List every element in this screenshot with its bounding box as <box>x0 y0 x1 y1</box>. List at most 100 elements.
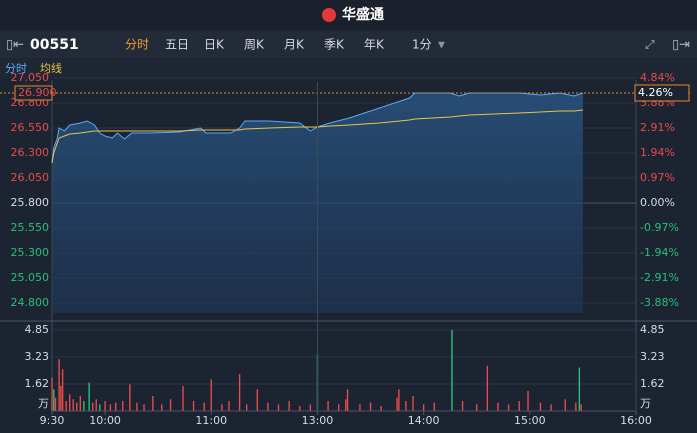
volume-bar <box>497 402 499 411</box>
volume-bar <box>109 404 112 411</box>
y2-tick-label: 1.94% <box>640 146 675 159</box>
volume-bar <box>161 404 163 411</box>
volume-bar <box>405 400 407 411</box>
volume-bar <box>256 389 258 411</box>
symbol: 00551 <box>30 37 79 53</box>
expand-icon[interactable]: ⤢ <box>644 38 655 52</box>
volume-bar <box>564 399 566 411</box>
y-tick-label: 26.050 <box>11 171 50 184</box>
volume-bar <box>369 402 372 411</box>
volume-bar <box>115 402 117 411</box>
y-tick-label: 26.300 <box>11 146 50 159</box>
x-tick-label: 9:30 <box>40 414 65 427</box>
tab[interactable]: 1分 <box>412 38 432 52</box>
volume-bar <box>309 404 312 411</box>
volume-bar <box>578 367 581 411</box>
legend-bar <box>0 59 697 79</box>
volume-bar <box>267 402 269 411</box>
tab[interactable]: 年K <box>364 38 385 52</box>
toolbar <box>0 31 697 58</box>
volume-bar <box>51 377 53 411</box>
volume-bar <box>580 404 582 411</box>
y2-tick-label: 4.84% <box>640 71 675 84</box>
x-tick-label: 14:00 <box>408 414 440 427</box>
volume-bar <box>61 369 64 411</box>
collapse-icon[interactable]: ▯⇤ <box>6 38 24 53</box>
volume-bar <box>461 400 464 411</box>
legend-entry: 均线 <box>40 61 62 75</box>
volume-bar <box>192 400 195 411</box>
volume-bar <box>122 400 124 411</box>
last-change-label: 4.26% <box>638 86 673 99</box>
last-price-label: 26.900 <box>18 86 57 99</box>
y-tick-label-right: 4.85 <box>640 323 665 336</box>
volume-bar <box>68 394 71 411</box>
tab[interactable]: 日K <box>204 38 225 52</box>
volume-bar <box>72 399 74 411</box>
volume-bar <box>527 390 529 411</box>
y2-tick-label: -3.88% <box>640 296 679 309</box>
y-tick-label: 26.550 <box>11 121 50 134</box>
volume-bar <box>65 400 67 411</box>
y-tick-label: 4.85 <box>25 323 50 336</box>
volume-bar <box>550 404 552 411</box>
title-bar <box>0 0 697 30</box>
volume-bar <box>58 359 60 411</box>
unit-label: 万 <box>38 397 49 410</box>
y2-tick-label: 2.91% <box>640 121 675 134</box>
volume-bar <box>412 395 414 411</box>
volume-bar <box>327 400 329 411</box>
volume-bar <box>518 400 520 411</box>
y2-tick-label: -1.94% <box>640 246 679 259</box>
volume-bar <box>433 402 435 411</box>
y-tick-label-right: 1.62 <box>640 377 665 390</box>
brand-logo <box>322 8 336 22</box>
unit-label-right: 万 <box>640 397 651 410</box>
volume-bar <box>345 399 347 411</box>
tab[interactable]: 分时 <box>125 38 149 52</box>
volume-bar <box>245 404 248 411</box>
volume-bar <box>539 402 542 411</box>
volume-bar <box>182 385 184 411</box>
volume-bar <box>60 385 62 411</box>
volume-bar <box>143 404 145 411</box>
sidebar-icon[interactable]: ▯⇥ <box>672 38 690 53</box>
volume-bar <box>346 389 349 411</box>
volume-bar <box>54 397 57 411</box>
price-line <box>51 92 584 164</box>
tab[interactable]: 周K <box>244 38 265 52</box>
dropdown-arrow[interactable]: ▼ <box>438 41 445 51</box>
volume-bar <box>152 395 154 411</box>
y2-tick-label: -2.91% <box>640 271 679 284</box>
volume-bar <box>95 399 97 411</box>
y-tick-label: 27.050 <box>11 71 50 84</box>
y2-tick-label: 0.00% <box>640 196 675 209</box>
volume-bar <box>277 404 280 411</box>
volume-bar <box>299 405 301 411</box>
brand: 华盛通 <box>342 6 384 23</box>
volume-bar <box>238 374 241 411</box>
volume-bar <box>476 404 478 411</box>
tab[interactable]: 季K <box>324 38 345 52</box>
y2-tick-label: -0.97% <box>640 221 679 234</box>
volume-bar <box>228 400 230 411</box>
x-tick-label: 15:00 <box>514 414 546 427</box>
volume-bar <box>79 395 82 411</box>
y-tick-label: 25.050 <box>11 271 50 284</box>
volume-bar <box>337 404 340 411</box>
y-tick-label: 24.800 <box>11 296 50 309</box>
y-tick-label: 25.300 <box>11 246 50 259</box>
volume-bar <box>136 402 138 411</box>
volume-bar <box>575 402 577 411</box>
volume-bar <box>380 405 382 411</box>
average-line <box>51 109 583 164</box>
volume-bar <box>507 404 510 411</box>
tab[interactable]: 五日 <box>165 38 189 52</box>
volume-bar <box>451 330 453 411</box>
x-tick-label: 10:00 <box>89 414 121 427</box>
volume-bar <box>88 382 90 411</box>
x-tick-label: 11:00 <box>195 414 227 427</box>
tab[interactable]: 月K <box>284 38 305 52</box>
volume-bar <box>169 399 172 411</box>
y-tick-label-right: 3.23 <box>640 350 665 363</box>
